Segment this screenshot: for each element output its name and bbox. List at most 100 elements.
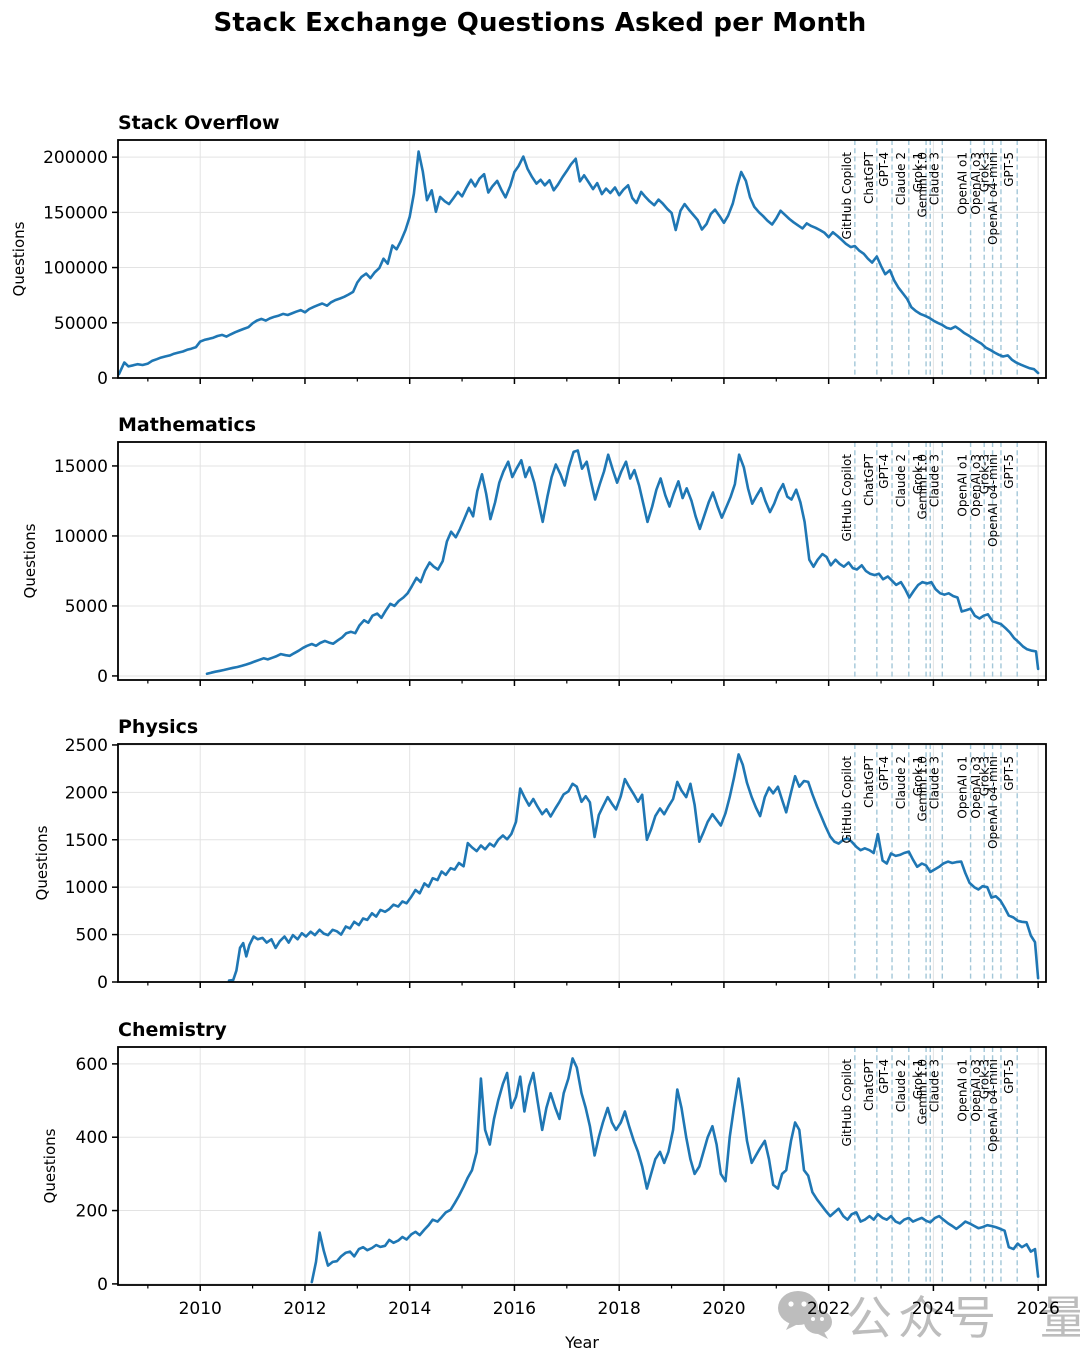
- y-tick-label: 0: [97, 667, 108, 687]
- event-label-claude-3: Claude 3: [927, 756, 941, 809]
- event-label-openai-o1: OpenAI o1: [956, 454, 970, 517]
- x-tick-label: 2018: [598, 1299, 641, 1319]
- y-tick-label: 10000: [54, 527, 108, 547]
- event-label-gpt-5: GPT-5: [1002, 454, 1016, 489]
- y-tick-label: 0: [97, 369, 108, 389]
- x-axis-label: Year: [564, 1333, 599, 1352]
- event-label-claude-2: Claude 2: [894, 756, 908, 809]
- series-line-chemistry: [310, 1057, 1040, 1284]
- event-label-github-copilot: GitHub Copilot: [840, 1059, 854, 1147]
- event-label-openai-o3: OpenAI o3: [969, 454, 983, 517]
- event-label-claude-3: Claude 3: [927, 454, 941, 507]
- panel-physics: 0 500 1000 1500 2000 2500 Questions Physics GitH…: [33, 716, 1047, 993]
- panel-mathematics: 0 5000 10000 15000 Questions Mathematics GitHu…: [21, 414, 1047, 687]
- x-tick-label: 2024: [912, 1299, 955, 1319]
- chart-title: Stack Exchange Questions Asked per Month: [213, 8, 867, 38]
- event-label-claude-3: Claude 3: [927, 1059, 941, 1112]
- watermark: 公众号 量子位: [776, 1282, 1080, 1348]
- event-label-openai-o1: OpenAI o1: [956, 756, 970, 819]
- event-label-grok-1: Grok-1: [911, 454, 925, 494]
- y-tick-label: 2000: [65, 783, 108, 803]
- y-tick-label: 100000: [43, 259, 108, 279]
- event-label-chatgpt: ChatGPT: [862, 453, 876, 506]
- event-label-chatgpt: ChatGPT: [862, 1058, 876, 1111]
- event-label-openai-o3: OpenAI o3: [969, 1059, 983, 1122]
- panel-title: Chemistry: [118, 1019, 227, 1041]
- series-line-stack-overflow: [117, 150, 1040, 376]
- x-tick-label: 2026: [1017, 1299, 1060, 1319]
- plot-border: [117, 441, 1047, 681]
- event-label-claude-2: Claude 2: [894, 454, 908, 507]
- x-tick-label: 2020: [702, 1299, 745, 1319]
- series-line-mathematics: [205, 449, 1040, 676]
- event-label-openai-o4-mini: OpenAI o4-mini: [986, 756, 1000, 849]
- y-tick-label: 0: [97, 973, 108, 993]
- x-tick-label: 2010: [179, 1299, 222, 1319]
- event-label-github-copilot: GitHub Copilot: [840, 152, 854, 240]
- y-tick-label: 5000: [65, 597, 108, 617]
- y-tick-label: 500: [76, 926, 108, 946]
- event-label-gpt-4: GPT-4: [877, 454, 891, 489]
- event-label-openai-o4-mini: OpenAI o4-mini: [986, 152, 1000, 245]
- event-label-gpt-5: GPT-5: [1002, 152, 1016, 187]
- event-label-claude-3: Claude 3: [927, 152, 941, 205]
- y-axis-label: Questions: [10, 221, 28, 296]
- event-label-openai-o1: OpenAI o1: [956, 1059, 970, 1122]
- event-label-openai-o4-mini: OpenAI o4-mini: [986, 454, 1000, 547]
- y-tick-label: 15000: [54, 457, 108, 477]
- panel-title: Mathematics: [118, 414, 256, 436]
- x-tick-label: 2012: [283, 1299, 326, 1319]
- event-label-claude-2: Claude 2: [894, 1059, 908, 1112]
- event-label-chatgpt: ChatGPT: [862, 755, 876, 808]
- event-label-grok-1: Grok-1: [911, 152, 925, 192]
- y-tick-label: 1500: [65, 831, 108, 851]
- plot-border: [117, 1046, 1047, 1286]
- wechat-icon: [778, 1291, 832, 1339]
- event-label-gpt-4: GPT-4: [877, 1059, 891, 1094]
- panel-title: Physics: [118, 716, 198, 738]
- x-tick-label: 2022: [807, 1299, 850, 1319]
- panel-chemistry: 0 200 400 600 Questions Chemistry GitHub Copil…: [41, 1019, 1060, 1352]
- event-label-github-copilot: GitHub Copilot: [840, 756, 854, 844]
- y-tick-label: 600: [76, 1055, 108, 1075]
- y-tick-label: 150000: [43, 203, 108, 223]
- event-label-grok-3: Grok-3: [978, 454, 992, 494]
- y-tick-label: 0: [97, 1275, 108, 1295]
- panel-title: Stack Overflow: [118, 112, 280, 134]
- event-label-gemini-1-0: Gemini 1.0: [915, 1059, 929, 1125]
- panel-stack-overflow: 0 50000 100000 150000 200000 Questions Stack O…: [10, 112, 1047, 389]
- x-tick-label: 2016: [493, 1299, 536, 1319]
- event-label-gemini-1-0: Gemini 1.0: [915, 454, 929, 520]
- event-label-openai-o1: OpenAI o1: [956, 152, 970, 215]
- event-label-claude-2: Claude 2: [894, 152, 908, 205]
- y-axis-label: Questions: [21, 523, 39, 598]
- event-label-grok-1: Grok-1: [911, 1059, 925, 1099]
- y-axis-label: Questions: [41, 1128, 59, 1203]
- event-label-chatgpt: ChatGPT: [862, 151, 876, 204]
- y-tick-label: 2500: [65, 736, 108, 756]
- event-label-grok-3: Grok-3: [978, 756, 992, 796]
- watermark-text-1: 公众号: [846, 1291, 1002, 1345]
- event-label-gemini-1-0: Gemini 1.0: [915, 152, 929, 218]
- y-tick-label: 200000: [43, 148, 108, 168]
- event-label-gpt-5: GPT-5: [1002, 1059, 1016, 1094]
- event-label-grok-3: Grok-3: [978, 1059, 992, 1099]
- event-label-openai-o3: OpenAI o3: [969, 756, 983, 819]
- plot-border: [117, 139, 1047, 379]
- y-tick-label: 400: [76, 1128, 108, 1148]
- event-label-grok-1: Grok-1: [911, 756, 925, 796]
- plot-border: [117, 743, 1047, 983]
- y-tick-label: 200: [76, 1202, 108, 1222]
- event-label-gpt-4: GPT-4: [877, 756, 891, 791]
- y-tick-label: 1000: [65, 878, 108, 898]
- event-label-gpt-4: GPT-4: [877, 152, 891, 187]
- series-line-physics: [227, 753, 1040, 982]
- event-label-gemini-1-0: Gemini 1.0: [915, 756, 929, 822]
- event-label-openai-o4-mini: OpenAI o4-mini: [986, 1059, 1000, 1152]
- watermark-text-2: 量子位: [1040, 1291, 1080, 1345]
- x-tick-label: 2014: [388, 1299, 431, 1319]
- event-label-gpt-5: GPT-5: [1002, 756, 1016, 791]
- event-label-openai-o3: OpenAI o3: [969, 152, 983, 215]
